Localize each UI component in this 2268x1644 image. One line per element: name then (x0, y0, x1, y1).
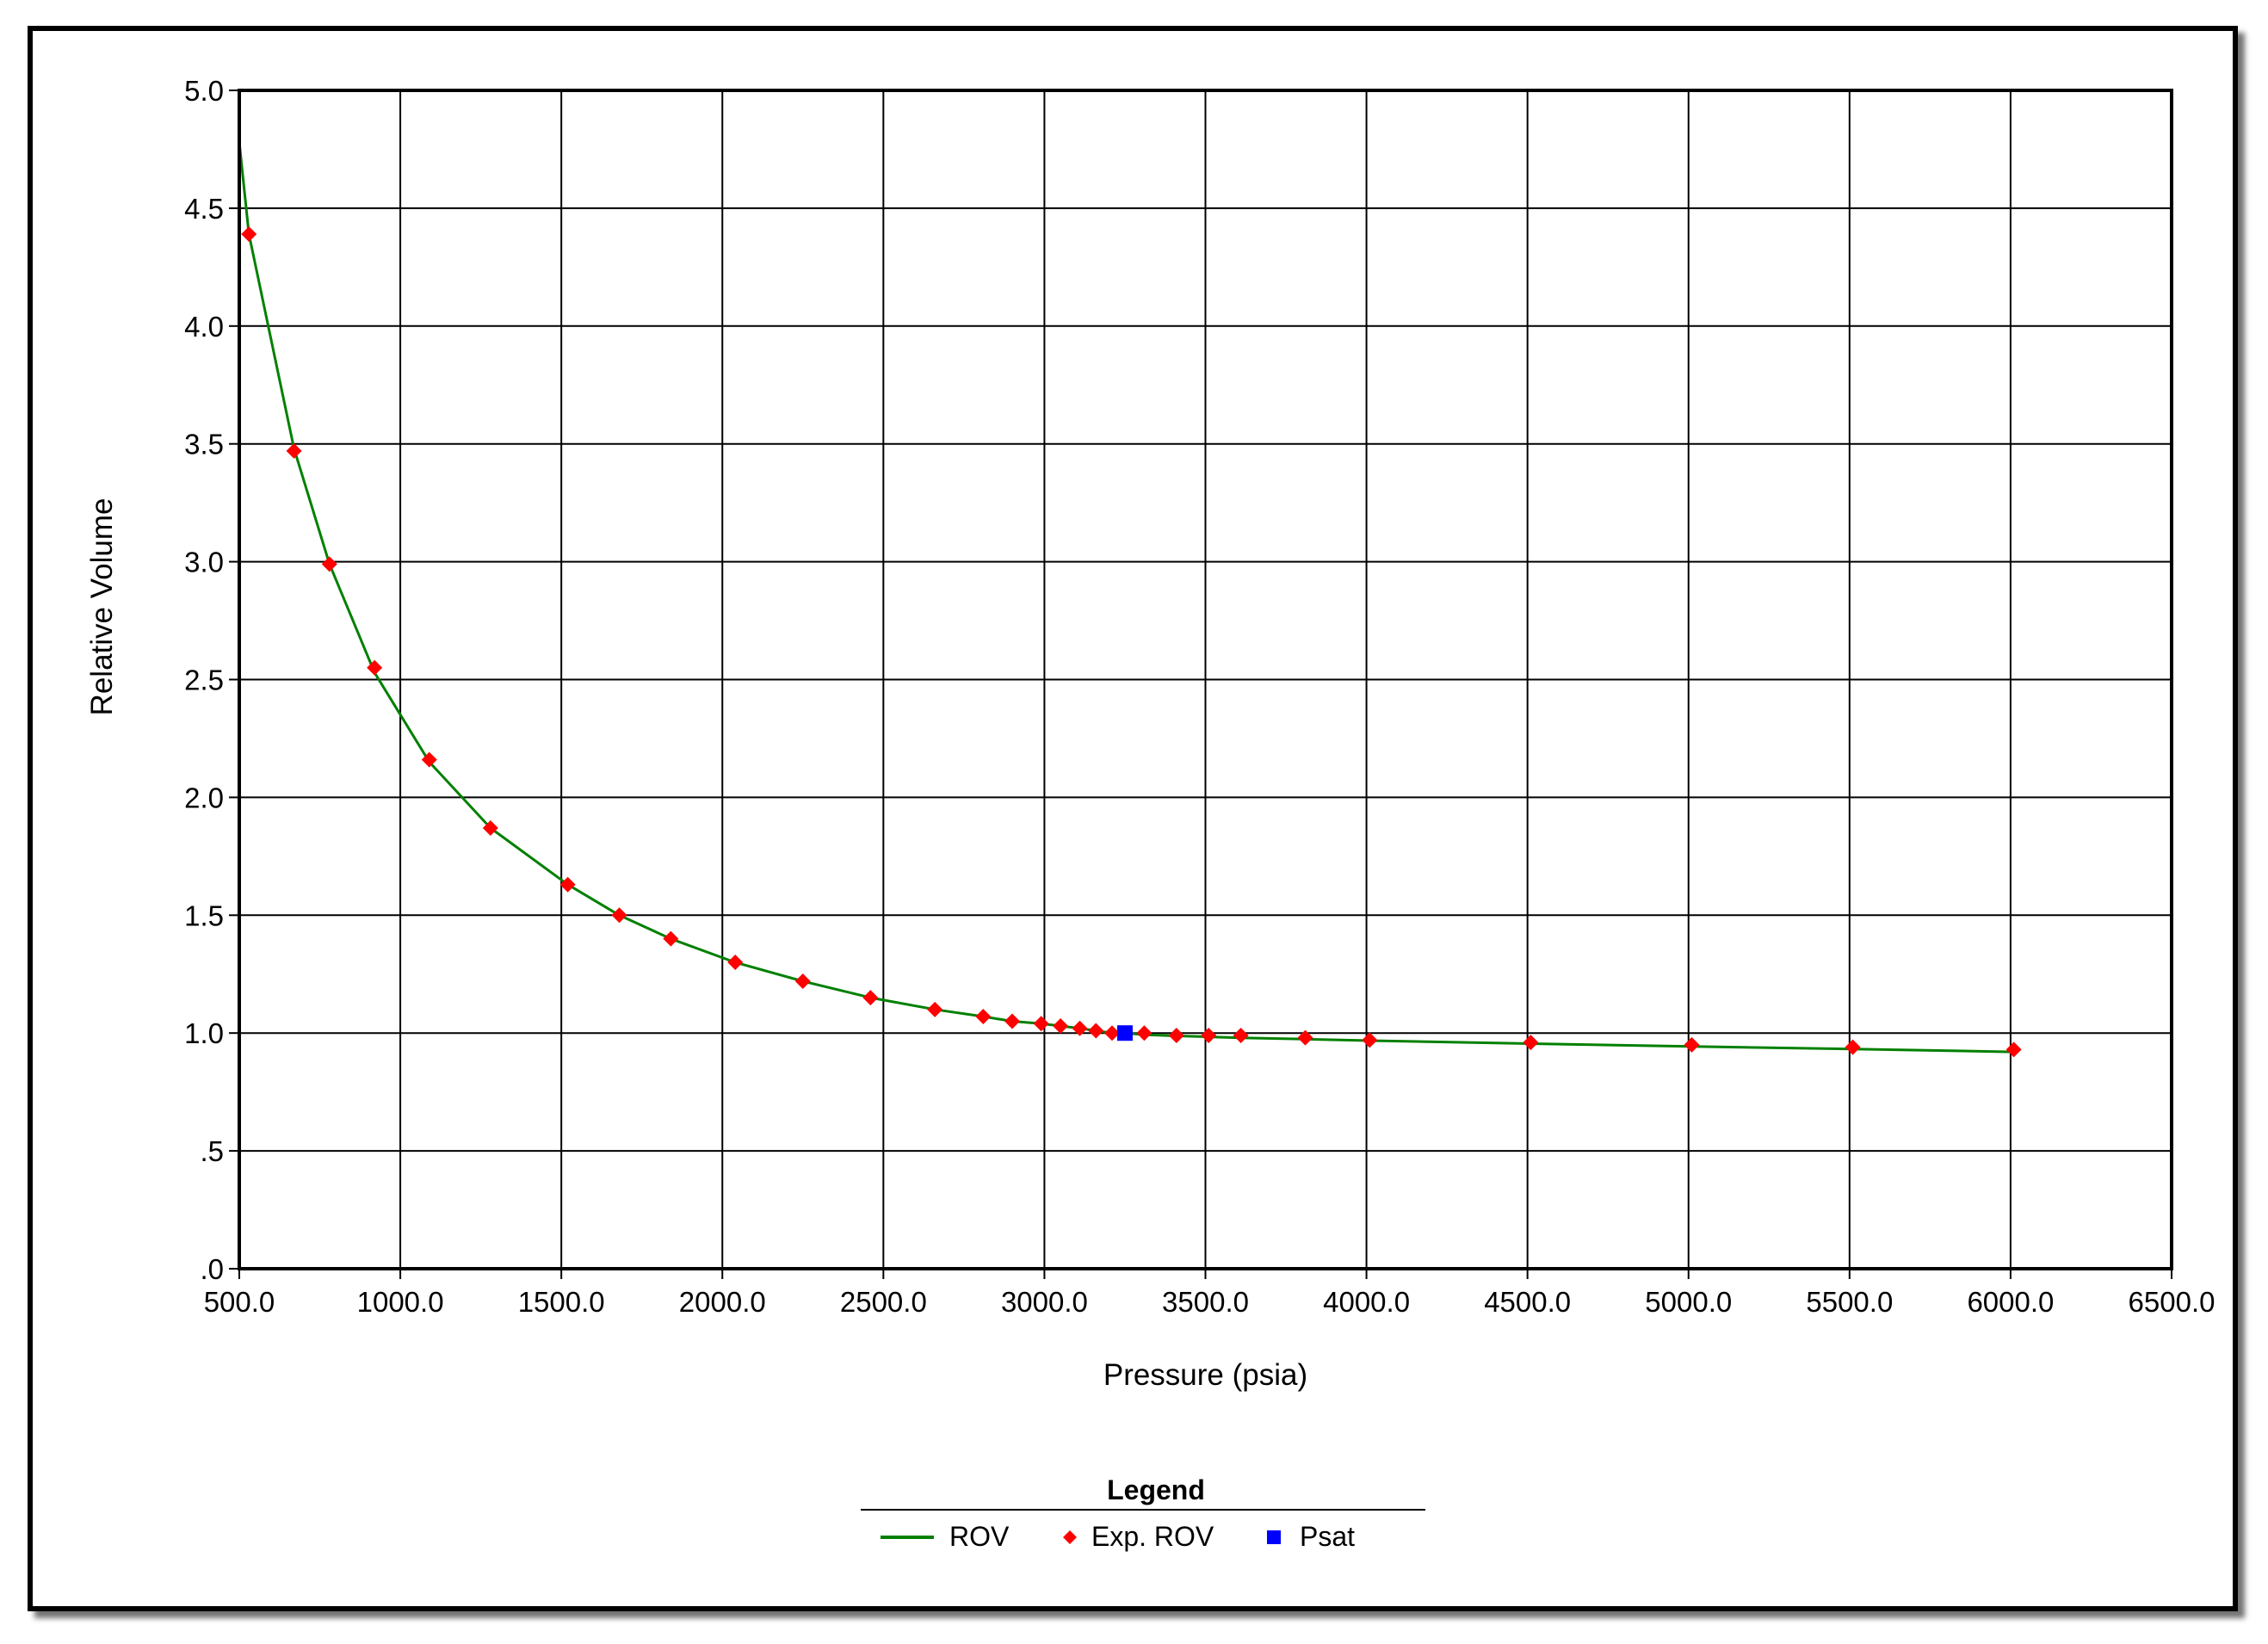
x-tick-labels: 500.0 1000.0 1500.0 2000.0 2500.0 3000.0 3500.… (204, 1286, 2215, 1318)
exp-rov-point (559, 876, 576, 893)
exp-rov-point (1136, 1025, 1153, 1041)
exp-rov-point (1168, 1027, 1184, 1043)
y-tick-label: 5.0 (184, 75, 224, 107)
y-tick-labels: .0 .5 1.0 1.5 2.0 2.5 3.0 3.5 4.0 4.5 5.0 (184, 75, 224, 1285)
y-tick-label: .5 (200, 1135, 224, 1167)
x-tick-label: 500.0 (204, 1286, 275, 1318)
x-tick-label: 3000.0 (1001, 1286, 1088, 1318)
exp-rov-point (1201, 1027, 1217, 1043)
x-tick-label: 4000.0 (1323, 1286, 1410, 1318)
x-tick-label: 1000.0 (357, 1286, 444, 1318)
y-tick-label: 3.5 (184, 429, 224, 460)
exp-rov-point (1004, 1013, 1020, 1029)
x-tick-label: 5500.0 (1806, 1286, 1893, 1318)
series-markers (241, 226, 2022, 1058)
axis-ticks (229, 90, 2172, 1279)
legend-label: Exp. ROV (1091, 1521, 1214, 1552)
exp-rov-point (1684, 1036, 1700, 1053)
exp-rov-point (286, 442, 302, 459)
exp-rov-point (321, 556, 337, 572)
x-tick-label: 3500.0 (1162, 1286, 1249, 1318)
legend-label: Psat (1300, 1521, 1355, 1552)
x-axis-title: Pressure (psia) (1103, 1358, 1307, 1392)
grid-lines (238, 90, 2172, 1270)
exp-rov-point (2005, 1041, 2022, 1058)
x-tick-label: 6500.0 (2129, 1286, 2215, 1318)
exp-rov-point (975, 1009, 992, 1025)
y-tick-label: 2.0 (184, 782, 224, 813)
x-tick-label: 4500.0 (1484, 1286, 1571, 1318)
exp-rov-point (927, 1001, 943, 1017)
exp-rov-point (1033, 1016, 1049, 1032)
legend-psat-swatch (1267, 1530, 1281, 1544)
legend-title: Legend (1107, 1474, 1205, 1505)
x-tick-label: 5000.0 (1645, 1286, 1732, 1318)
legend-exp-rov-swatch (1063, 1530, 1077, 1544)
exp-rov-point (1072, 1020, 1088, 1036)
y-tick-label: 1.5 (184, 899, 224, 931)
exp-rov-point (367, 659, 383, 676)
legend: Legend ROV Exp. ROV Psat (861, 1474, 1425, 1552)
exp-rov-point (1845, 1039, 1861, 1055)
y-axis-title: Relative Volume (85, 498, 119, 716)
chart-frame: 500.0 1000.0 1500.0 2000.0 2500.0 3000.0 3500.… (28, 26, 2238, 1611)
exp-rov-point (1103, 1025, 1120, 1041)
exp-rov-point (1297, 1029, 1313, 1046)
exp-rov-point (241, 226, 257, 243)
plot-area-border (238, 89, 2173, 1270)
exp-rov-point (482, 819, 498, 836)
x-tick-label: 1500.0 (518, 1286, 605, 1318)
y-tick-label: 1.0 (184, 1017, 224, 1049)
rov-line (238, 142, 2014, 1054)
exp-rov-point (663, 930, 679, 947)
legend-items: ROV Exp. ROV Psat (881, 1521, 1355, 1552)
y-tick-label: 3.0 (184, 547, 224, 578)
y-tick-label: .0 (200, 1253, 224, 1285)
exp-rov-point (727, 955, 744, 971)
series-rov-line (238, 142, 2014, 1054)
exp-rov-point (1233, 1027, 1249, 1043)
exp-rov-point (794, 973, 811, 989)
legend-label: ROV (949, 1521, 1010, 1552)
exp-rov-point (1053, 1017, 1069, 1034)
x-tick-label: 2500.0 (840, 1286, 927, 1318)
y-tick-label: 4.5 (184, 193, 224, 225)
y-tick-label: 4.0 (184, 311, 224, 343)
x-tick-label: 6000.0 (1967, 1286, 2054, 1318)
exp-rov-point (611, 907, 627, 924)
exp-rov-point (1362, 1032, 1378, 1048)
exp-rov-point (862, 990, 879, 1006)
x-tick-label: 2000.0 (679, 1286, 766, 1318)
exp-rov-point (421, 751, 437, 768)
relative-volume-chart: 500.0 1000.0 1500.0 2000.0 2500.0 3000.0 3500.… (85, 75, 2215, 1552)
exp-rov-point (1523, 1035, 1539, 1051)
y-tick-label: 2.5 (184, 664, 224, 696)
exp-rov-point (1088, 1023, 1104, 1039)
psat-point (1116, 1025, 1133, 1041)
